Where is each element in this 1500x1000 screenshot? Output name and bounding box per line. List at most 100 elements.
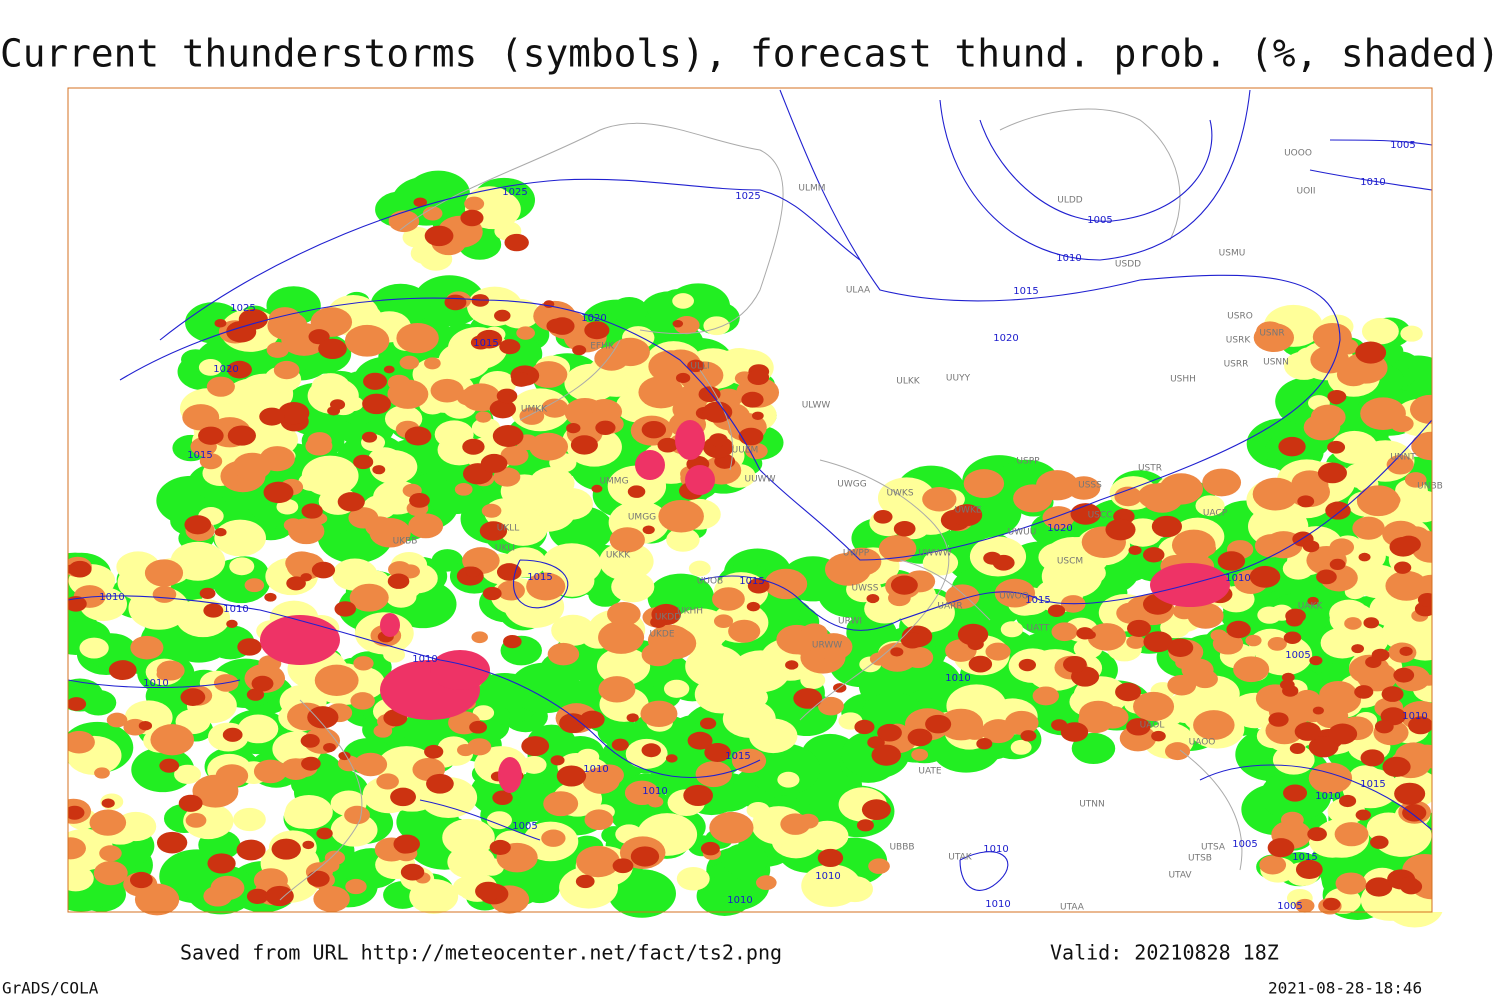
isobar-label: 1005 — [1232, 839, 1257, 850]
shade-patch — [174, 764, 202, 784]
shade-patch — [806, 870, 846, 899]
shade-patch — [641, 743, 661, 758]
shade-patch — [800, 671, 826, 690]
shade-patch — [1289, 742, 1306, 755]
shade-patch — [1268, 712, 1289, 727]
shade-patch — [687, 731, 713, 750]
shade-patch — [728, 619, 761, 643]
shade-patch — [1394, 561, 1412, 574]
shade-patch — [1312, 322, 1352, 351]
shade-patch — [1063, 655, 1087, 673]
shade-patch — [345, 878, 367, 895]
shade-patch — [1356, 485, 1400, 517]
station-label: USRR — [1224, 360, 1249, 370]
shade-patch — [609, 527, 645, 553]
shade-patch — [278, 401, 310, 425]
shade-patch — [570, 435, 598, 455]
shade-patch — [1143, 631, 1173, 653]
isobar-label: 1010 — [143, 678, 168, 689]
shade-patch — [598, 621, 645, 654]
shade-patch — [1386, 455, 1414, 475]
isobar-label: 1010 — [223, 604, 248, 615]
shade-patch — [227, 360, 252, 379]
shade-patch — [516, 326, 535, 340]
station-label: USNN — [1263, 358, 1289, 368]
isobar-label: 1005 — [1285, 650, 1310, 661]
shade-patch — [549, 317, 575, 335]
shade-patch — [387, 573, 410, 589]
shade-patch — [952, 648, 971, 662]
shade-patch — [521, 736, 550, 756]
shade-patch — [170, 541, 226, 581]
shade-patch — [817, 848, 844, 868]
station-label: UMGG — [628, 513, 656, 523]
shade-patch — [1217, 551, 1246, 571]
shade-patch — [731, 748, 767, 773]
shade-patch — [576, 845, 620, 878]
shade-patch — [460, 209, 484, 227]
shade-patch — [1042, 506, 1075, 530]
station-label: UUWW — [745, 475, 776, 485]
shade-patch — [818, 696, 844, 716]
shade-patch — [238, 308, 268, 330]
shade-patch — [747, 369, 770, 385]
shade-patch — [627, 485, 646, 498]
shade-patch — [301, 756, 321, 771]
station-label: UBBB — [889, 843, 914, 853]
isobar-label: 1020 — [213, 364, 238, 375]
shade-patch — [630, 846, 660, 867]
shade-patch — [652, 378, 683, 400]
shade-patch — [307, 870, 330, 887]
station-label: ULMM — [798, 184, 825, 194]
isobar-label: 1025 — [230, 303, 255, 314]
shade-patch — [541, 398, 569, 418]
shade-patch — [1072, 561, 1106, 585]
shade-patch — [214, 519, 266, 557]
station-label: UWPP — [843, 549, 870, 559]
shade-patch — [263, 481, 294, 504]
shade-patch — [608, 869, 676, 918]
shade-patch — [695, 761, 732, 788]
shade-patch — [426, 773, 454, 794]
shade-patch — [747, 743, 821, 796]
station-label: URWW — [812, 641, 842, 651]
shade-patch — [1279, 679, 1295, 691]
shade-patch — [916, 669, 959, 700]
shade-patch — [745, 443, 768, 460]
shade-patch — [866, 593, 880, 604]
shade-patch — [232, 452, 272, 481]
shade-patch — [1316, 569, 1337, 585]
isobar-label: 1010 — [1402, 711, 1427, 722]
shade-patch — [992, 554, 1015, 571]
station-label: USRO — [1227, 312, 1253, 322]
station-label: UWGG — [837, 480, 866, 490]
shade-patch — [465, 566, 481, 578]
shade-patch — [1402, 804, 1427, 822]
shade-patch — [1327, 389, 1347, 404]
shade-patch — [755, 875, 777, 891]
station-label: UATT — [1027, 624, 1050, 634]
station-label: UUOB — [697, 577, 723, 587]
shade-patch — [1331, 430, 1378, 464]
shade-patch — [685, 645, 745, 688]
shade-patch — [344, 805, 370, 825]
shade-patch — [699, 717, 717, 730]
shade-patch — [946, 526, 982, 552]
shade-patch — [185, 812, 207, 828]
shade-patch — [1018, 658, 1037, 672]
shade-patch — [1116, 602, 1147, 624]
shade-patch — [1404, 472, 1427, 488]
shade-patch — [318, 338, 347, 360]
isobar-label: 1010 — [583, 764, 608, 775]
shade-patch — [1187, 602, 1224, 629]
shade-patch — [350, 692, 375, 710]
shade-patch — [1310, 345, 1350, 374]
shade-patch — [1020, 730, 1037, 742]
isobars — [67, 89, 1433, 891]
isobar-label: 1015 — [1360, 779, 1385, 790]
shade-patch — [683, 784, 713, 807]
shade-patch — [1390, 415, 1414, 433]
shade-patch — [572, 345, 587, 356]
shade-patch — [1339, 794, 1357, 808]
shade-patch — [814, 633, 853, 661]
